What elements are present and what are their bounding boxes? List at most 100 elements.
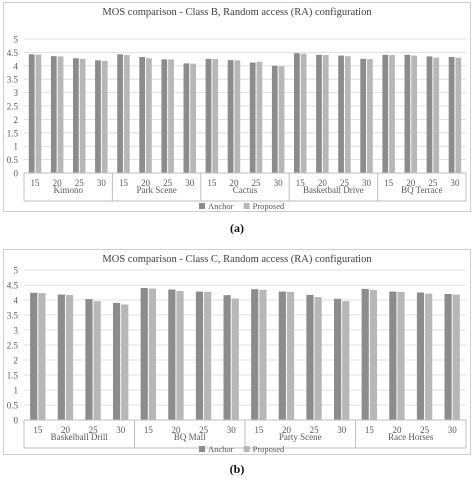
bar-anchor: [338, 55, 344, 174]
chart-panel-class-c: MOS comparison - Class C, Random access …: [3, 249, 471, 455]
group-label: Race Horses: [388, 432, 434, 442]
y-tick-label: 2.5: [7, 102, 19, 112]
bar-proposed: [300, 53, 307, 173]
x-tick-label: 25: [199, 425, 209, 435]
bar-proposed: [168, 59, 174, 174]
bar-anchor: [227, 60, 234, 174]
bar-anchor: [271, 65, 278, 173]
bar-proposed: [367, 59, 373, 173]
x-tick-label: 30: [448, 425, 458, 435]
y-tick-label: 2.5: [7, 341, 19, 351]
bar-proposed: [93, 301, 101, 420]
bar-proposed: [57, 56, 64, 173]
x-tick-label: 30: [450, 178, 460, 188]
bar-anchor: [448, 56, 455, 173]
bar-proposed: [256, 61, 263, 173]
bar-proposed: [455, 57, 462, 174]
bar-proposed: [322, 55, 329, 173]
x-tick-label: 15: [296, 178, 306, 188]
x-tick-label: 30: [227, 425, 237, 435]
bar-anchor: [278, 291, 286, 420]
group-label: Cactus: [233, 185, 258, 195]
bar-anchor: [139, 56, 146, 173]
bar-anchor: [294, 53, 300, 174]
bar-anchor: [444, 294, 452, 420]
bar-proposed: [148, 288, 156, 420]
bar-anchor: [361, 288, 369, 420]
bar-anchor: [416, 292, 425, 420]
y-tick-label: 3: [14, 88, 19, 98]
bar-anchor: [195, 291, 204, 420]
x-tick-label: 25: [420, 425, 430, 435]
x-tick-label: 25: [75, 178, 85, 188]
x-tick-label: 25: [340, 178, 350, 188]
bar-proposed: [146, 58, 152, 173]
chart-panel-class-b: MOS comparison - Class B, Random access …: [3, 2, 471, 212]
y-tick-label: 4: [14, 61, 19, 71]
y-tick-label: 0: [14, 169, 19, 179]
y-tick-label: 3.5: [7, 311, 19, 321]
bar-proposed: [344, 56, 351, 173]
bar-proposed: [425, 293, 433, 420]
x-tick-label: 30: [337, 425, 347, 435]
bar-anchor: [334, 298, 342, 420]
x-tick-label: 25: [163, 178, 173, 188]
x-tick-label: 25: [252, 178, 262, 188]
y-tick-label: 2: [14, 115, 19, 125]
bar-anchor: [161, 59, 168, 174]
bar-proposed: [411, 55, 417, 174]
chart-title: MOS comparison - Class B, Random access …: [102, 7, 372, 18]
legend-label-anchor: Anchor: [208, 444, 234, 454]
legend-swatch-proposed: [243, 203, 250, 209]
bar-proposed: [314, 297, 322, 420]
bar-anchor: [30, 292, 38, 420]
legend-swatch-proposed: [243, 446, 250, 452]
bar-anchor: [251, 289, 259, 420]
bar-anchor: [205, 58, 212, 173]
x-tick-label: 15: [207, 178, 217, 188]
y-tick-label: 4.5: [7, 281, 19, 291]
x-tick-label: 20: [392, 425, 402, 435]
bar-proposed: [259, 289, 267, 420]
bar-proposed: [38, 293, 46, 420]
x-tick-label: 20: [282, 425, 292, 435]
x-tick-label: 30: [116, 425, 126, 435]
bar-proposed: [369, 289, 377, 420]
bar-anchor: [183, 63, 190, 173]
x-tick-label: 20: [406, 178, 416, 188]
bar-anchor: [360, 58, 367, 173]
legend-swatch-anchor: [199, 203, 205, 209]
group-label: Kimono: [53, 185, 83, 195]
bar-proposed: [35, 54, 42, 173]
bar-proposed: [342, 301, 350, 420]
bar-anchor: [426, 56, 433, 173]
bar-anchor: [404, 54, 411, 174]
bar-anchor: [57, 294, 65, 420]
x-tick-label: 30: [185, 178, 195, 188]
x-tick-label: 25: [89, 425, 99, 435]
x-tick-label: 20: [53, 178, 63, 188]
bar-anchor: [389, 291, 397, 420]
bar-proposed: [452, 294, 460, 420]
bar-anchor: [117, 54, 123, 173]
bar-anchor: [95, 60, 101, 173]
x-tick-label: 20: [171, 425, 181, 435]
bar-proposed: [433, 57, 440, 174]
y-tick-label: 2: [14, 356, 19, 366]
bar-anchor: [85, 299, 93, 420]
bar-anchor: [382, 54, 389, 174]
bar-proposed: [397, 291, 405, 420]
x-tick-label: 20: [141, 178, 151, 188]
mos-chart-class-c: MOS comparison - Class C, Random access …: [7, 254, 467, 454]
bar-anchor: [168, 289, 176, 420]
bar-anchor: [249, 62, 256, 173]
bar-proposed: [79, 58, 86, 173]
bar-anchor: [113, 303, 121, 420]
x-tick-label: 20: [318, 178, 328, 188]
mos-chart-class-b: MOS comparison - Class B, Random access …: [7, 7, 467, 211]
x-tick-label: 30: [274, 178, 284, 188]
bar-anchor: [140, 288, 148, 420]
group-label: BQ Mall: [174, 432, 206, 442]
y-tick-label: 0: [14, 416, 19, 426]
bar-proposed: [286, 291, 295, 420]
